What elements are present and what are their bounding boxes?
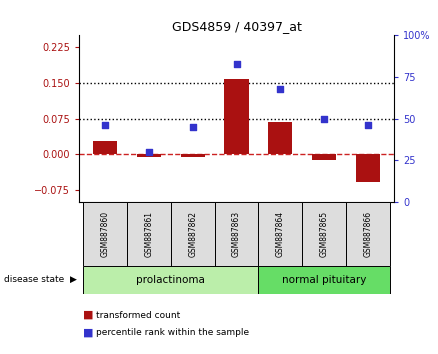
Text: prolactinoma: prolactinoma [136,275,205,285]
Point [145,149,152,155]
Point [364,122,371,128]
Text: GSM887862: GSM887862 [188,211,197,257]
Text: GSM887860: GSM887860 [101,211,110,257]
Point [189,124,196,130]
Bar [356,154,380,182]
Bar [83,266,258,294]
Text: GSM887861: GSM887861 [145,211,153,257]
Bar [83,202,127,266]
Text: ■: ■ [83,328,94,338]
Point [233,61,240,67]
Bar [93,141,117,154]
Bar [302,202,346,266]
Text: normal pituitary: normal pituitary [282,275,366,285]
Bar [127,202,171,266]
Text: percentile rank within the sample: percentile rank within the sample [96,328,250,337]
Bar [346,202,390,266]
Bar [137,154,161,156]
Bar [171,202,215,266]
Bar [180,154,205,156]
Title: GDS4859 / 40397_at: GDS4859 / 40397_at [172,20,301,33]
Point [321,116,328,121]
Text: ■: ■ [83,310,94,320]
Point [277,86,284,91]
Bar [225,79,249,154]
Text: GSM887865: GSM887865 [320,211,328,257]
Point [102,122,109,128]
Bar [312,154,336,160]
Text: GSM887864: GSM887864 [276,211,285,257]
Text: transformed count: transformed count [96,310,180,320]
Bar [258,202,302,266]
Bar [258,266,390,294]
Bar [215,202,258,266]
Bar [268,122,293,154]
Text: GSM887866: GSM887866 [364,211,372,257]
Text: disease state  ▶: disease state ▶ [4,275,77,284]
Text: GSM887863: GSM887863 [232,211,241,257]
